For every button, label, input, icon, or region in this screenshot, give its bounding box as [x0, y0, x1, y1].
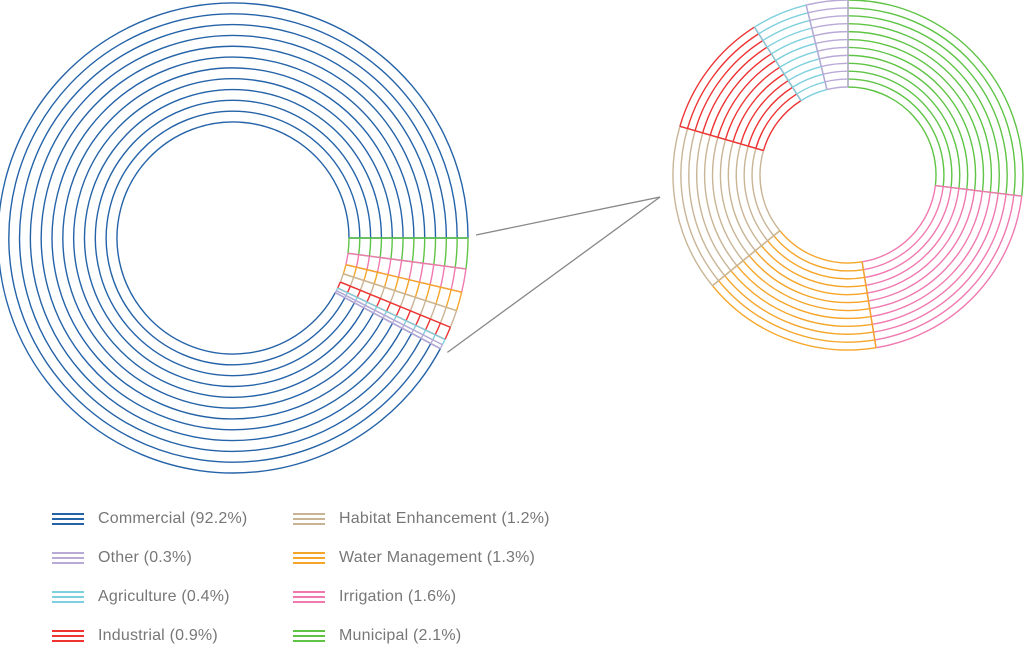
legend-label: Municipal (2.1%): [339, 627, 462, 644]
legend-label: Habitat Enhancement (1.2%): [339, 510, 550, 527]
legend-item: Habitat Enhancement (1.2%): [293, 508, 593, 530]
slice-right-industrial: [679, 26, 802, 152]
legend-swatch: [52, 513, 84, 525]
legend-item: Other (0.3%): [52, 547, 293, 569]
legend: Commercial (92.2%) Habitat Enhancement (1…: [52, 508, 593, 647]
legend-swatch: [52, 591, 84, 603]
legend-label: Commercial (92.2%): [98, 510, 248, 527]
slice-left-irrigation: [345, 252, 467, 293]
legend-swatch: [293, 591, 325, 603]
slice-right-water-management: [711, 230, 877, 351]
legend-swatch: [293, 630, 325, 642]
legend-swatch: [52, 630, 84, 642]
slice-right-habitat-enhancement: [672, 125, 781, 287]
legend-item: Municipal (2.1%): [293, 625, 593, 647]
connector-line-top: [475, 196, 661, 236]
slice-right-municipal: [847, 0, 1024, 197]
slice-right-irrigation: [861, 184, 1023, 349]
legend-label: Irrigation (1.6%): [339, 588, 457, 605]
legend-item: Industrial (0.9%): [52, 625, 293, 647]
slice-left-agriculture: [335, 287, 446, 346]
legend-label: Other (0.3%): [98, 549, 192, 566]
legend-swatch: [52, 552, 84, 564]
slice-left-municipal: [347, 237, 469, 270]
legend-swatch: [293, 552, 325, 564]
legend-label: Water Management (1.3%): [339, 549, 536, 566]
slice-left-other: [334, 290, 444, 350]
legend-item: Water Management (1.3%): [293, 547, 593, 569]
legend-swatch: [293, 513, 325, 525]
slice-right-other: [805, 0, 849, 91]
legend-label: Industrial (0.9%): [98, 627, 218, 644]
connector-line-bottom: [447, 196, 661, 353]
legend-item: Agriculture (0.4%): [52, 586, 293, 608]
legend-item: Irrigation (1.6%): [293, 586, 593, 608]
legend-label: Agriculture (0.4%): [98, 588, 230, 605]
legend-item: Commercial (92.2%): [52, 508, 293, 530]
